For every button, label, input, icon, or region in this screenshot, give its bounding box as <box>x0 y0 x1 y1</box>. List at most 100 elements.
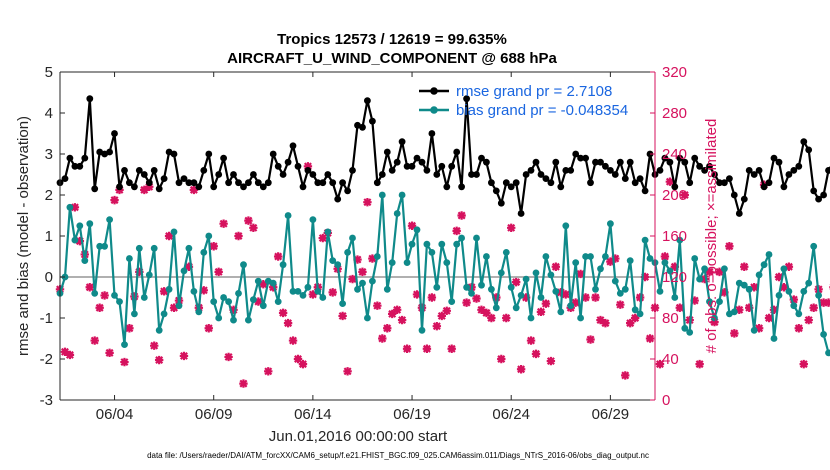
rmse-point <box>155 185 163 193</box>
chart-title: Tropics 12573 / 12619 = 99.635% <box>277 31 507 48</box>
bias-point <box>294 288 302 295</box>
bias-point <box>547 271 555 279</box>
bias-point <box>706 298 713 305</box>
y-tick-label: 5 <box>45 64 53 81</box>
rmse-point <box>631 179 639 187</box>
rmse-point <box>820 191 827 199</box>
obs-marker <box>507 223 516 232</box>
obs-marker <box>318 233 327 243</box>
bias-point <box>101 242 108 250</box>
bias-point <box>334 261 342 269</box>
obs-marker <box>353 255 362 264</box>
bias-point <box>468 290 475 297</box>
rmse-point <box>567 167 575 174</box>
obs-marker <box>75 236 85 246</box>
obs-marker <box>308 290 318 299</box>
bias-point <box>354 285 361 293</box>
bias-point <box>790 302 798 310</box>
bias-point <box>765 251 773 258</box>
bias-point <box>284 212 292 219</box>
obs-marker <box>745 303 754 312</box>
bias-point <box>423 240 431 248</box>
rmse-point <box>532 158 540 166</box>
rmse-point <box>512 179 520 187</box>
bias-point <box>780 265 788 273</box>
chart-subtitle: AIRCRAFT_U_WIND_COMPONENT @ 688 hPa <box>227 50 557 67</box>
bias-point <box>532 269 540 277</box>
obs-marker <box>234 231 243 241</box>
rmse-point <box>160 175 168 183</box>
bias-series <box>56 191 830 357</box>
rmse-point <box>547 179 555 187</box>
rmse-point <box>423 167 431 174</box>
bias-point <box>165 285 173 293</box>
y-right-tick-label: 240 <box>662 146 687 163</box>
rmse-point <box>765 179 773 187</box>
bias-point <box>750 326 758 334</box>
bias-point <box>388 259 396 266</box>
obs-marker <box>665 177 675 186</box>
rmse-point <box>259 183 267 191</box>
bias-point <box>686 329 694 336</box>
rmse-point <box>488 179 495 187</box>
bias-point <box>755 271 763 279</box>
y-tick-label: -2 <box>40 351 53 368</box>
bias-point <box>274 298 282 305</box>
bias-point <box>145 271 153 279</box>
y-tick-label: 4 <box>45 105 53 122</box>
bias-point <box>200 249 208 256</box>
rmse-point <box>701 167 708 174</box>
bias-point <box>413 226 421 234</box>
rmse-point <box>339 179 346 187</box>
rmse-point <box>621 175 629 183</box>
bias-point <box>666 267 674 275</box>
bias-point <box>661 259 669 266</box>
rmse-point <box>284 158 292 166</box>
obs-marker <box>273 252 283 261</box>
obs-marker <box>383 324 392 333</box>
rmse-point <box>815 195 822 203</box>
obs-marker <box>784 262 794 271</box>
obs-marker <box>219 219 228 228</box>
obs-marker <box>120 357 129 367</box>
rmse-point <box>497 199 505 207</box>
rmse-point <box>116 183 123 191</box>
obs-marker <box>110 195 119 205</box>
obs-marker <box>259 279 268 289</box>
bias-point <box>483 253 490 260</box>
obs-marker <box>735 305 744 314</box>
obs-marker <box>140 185 149 195</box>
bias-point <box>314 288 322 295</box>
obs-marker <box>462 298 471 307</box>
rmse-point <box>225 179 233 187</box>
obs-marker <box>239 379 248 388</box>
bias-point <box>527 314 535 322</box>
bias-point <box>279 261 287 269</box>
rmse-point <box>230 171 237 178</box>
bias-point <box>463 283 470 291</box>
rmse-point <box>299 183 307 191</box>
obs-marker <box>422 344 432 353</box>
bias-point <box>626 257 634 264</box>
rmse-point <box>770 154 778 162</box>
rmse-point <box>805 146 813 154</box>
obs-marker <box>824 298 830 307</box>
obs-marker <box>556 288 565 297</box>
y-tick-label: -3 <box>40 392 53 409</box>
bias-point <box>721 265 728 273</box>
obs-marker <box>214 267 223 277</box>
rmse-point <box>473 171 480 178</box>
bias-point <box>180 267 188 275</box>
obs-marker <box>492 293 501 302</box>
obs-marker <box>655 359 665 369</box>
obs-marker <box>283 318 293 328</box>
bias-point <box>433 283 441 291</box>
bias-point <box>155 326 163 334</box>
obs-marker <box>338 311 347 321</box>
obs-marker <box>690 296 699 305</box>
rmse-point <box>61 175 69 183</box>
y-right-tick-label: 0 <box>662 392 670 409</box>
rmse-point <box>463 95 470 103</box>
rmse-point <box>587 179 594 187</box>
rmse-point <box>522 171 530 178</box>
